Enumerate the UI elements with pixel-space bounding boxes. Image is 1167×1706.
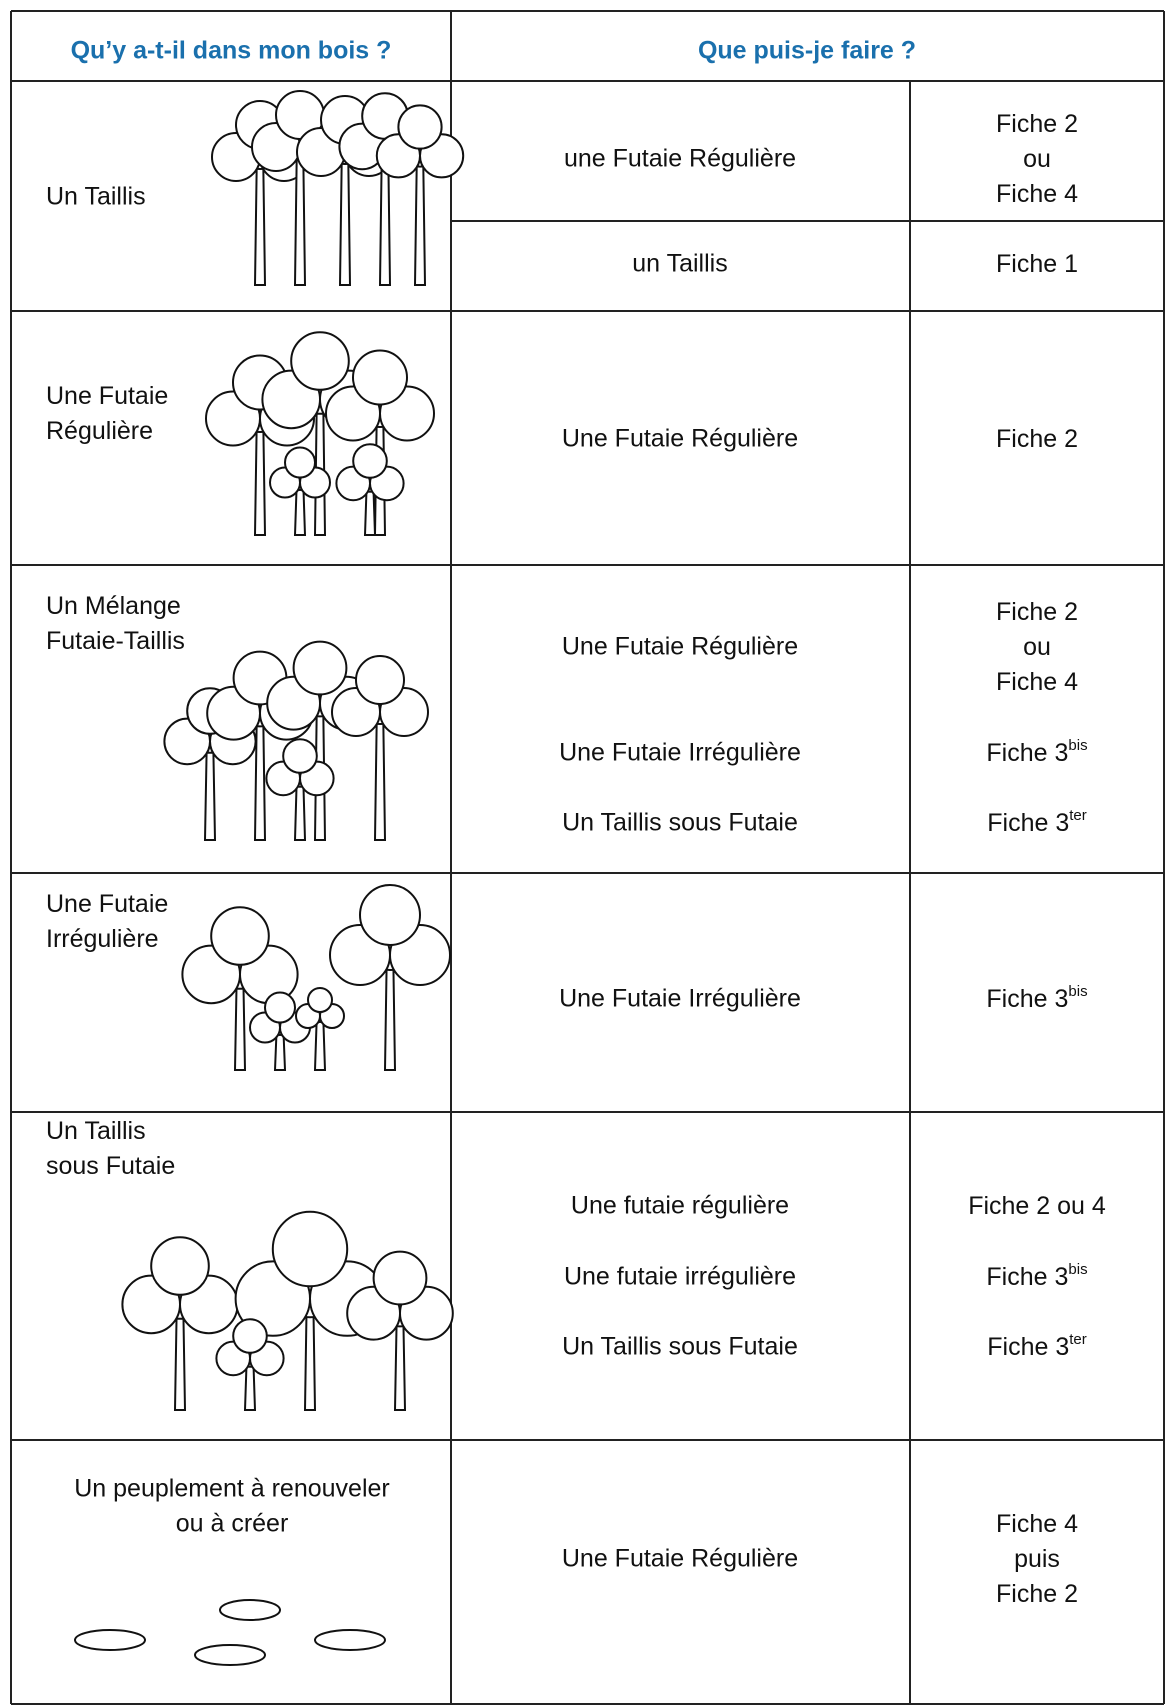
fiche-text: puis	[1014, 1545, 1060, 1573]
tree-drawing	[331, 655, 429, 841]
crown	[290, 331, 350, 391]
fiche-sup: ter	[1069, 1331, 1087, 1348]
crown	[307, 987, 333, 1013]
fiche: Fiche 2	[996, 1580, 1078, 1608]
goal: Un Taillis sous Futaie	[562, 809, 798, 837]
fiche: ou	[1023, 633, 1051, 661]
fiche-text: Fiche 2	[996, 110, 1078, 138]
tree-drawing	[329, 884, 451, 1071]
fiche-sup: bis	[1068, 1261, 1087, 1278]
goal: Une Futaie Régulière	[562, 1545, 798, 1573]
tree-drawing	[295, 987, 345, 1071]
bush	[74, 1629, 146, 1651]
tree-drawing	[249, 991, 311, 1071]
fiche: Fiche 2 ou 4	[968, 1192, 1106, 1220]
fiche: Fiche 3ter	[987, 807, 1087, 837]
crown	[232, 1318, 268, 1354]
fiche: Fiche 2	[996, 425, 1078, 453]
row-label: sous Futaie	[46, 1152, 175, 1180]
fiche-text: Fiche 1	[996, 250, 1078, 278]
tree-drawing	[346, 1250, 454, 1411]
crown	[372, 1250, 428, 1306]
row-label: Un Mélange	[46, 592, 181, 620]
fiche-text: Fiche 4	[996, 668, 1078, 696]
crown	[352, 443, 388, 479]
bush	[314, 1629, 386, 1651]
fiche-text: Fiche 4	[996, 180, 1078, 208]
crown	[292, 640, 348, 696]
goal: Un Taillis sous Futaie	[562, 1333, 798, 1361]
row-label: Un Taillis	[46, 183, 146, 211]
tree-drawing	[269, 446, 331, 536]
fiche-text: Fiche 2	[996, 1580, 1078, 1608]
tree-drawing	[121, 1236, 239, 1411]
row-label: Une Futaie	[46, 890, 168, 918]
row-label: Une Futaie	[46, 382, 168, 410]
goal: Une Futaie Irrégulière	[559, 985, 801, 1013]
fiche: Fiche 3bis	[986, 1261, 1087, 1291]
fiche-text: Fiche 3	[987, 809, 1069, 837]
fiche-text: Fiche 3	[987, 1333, 1069, 1361]
fiche: Fiche 1	[996, 250, 1078, 278]
goal: Une futaie régulière	[571, 1192, 789, 1220]
crown	[355, 655, 405, 705]
crown	[397, 104, 443, 150]
goal: Une Futaie Irrégulière	[559, 739, 801, 767]
crown	[282, 738, 318, 774]
goal: une Futaie Régulière	[564, 145, 796, 173]
fiche-text: Fiche 2	[996, 425, 1078, 453]
fiche: ou	[1023, 145, 1051, 173]
fiche-text: Fiche 2 ou 4	[968, 1192, 1106, 1220]
goal: Une Futaie Régulière	[562, 425, 798, 453]
header-right: Que puis-je faire ?	[698, 37, 916, 65]
fiche: Fiche 4	[996, 668, 1078, 696]
row-label: Futaie-Taillis	[46, 627, 185, 655]
fiche-text: Fiche 4	[996, 1510, 1078, 1538]
fiche-sup: ter	[1069, 807, 1087, 824]
fiche: Fiche 4	[996, 180, 1078, 208]
row-label: Un Taillis	[46, 1117, 146, 1145]
fiche: Fiche 3bis	[986, 983, 1087, 1013]
fiche-text: ou	[1023, 633, 1051, 661]
fiche: Fiche 2	[996, 598, 1078, 626]
fiche-text: ou	[1023, 145, 1051, 173]
fiche-sup: bis	[1068, 983, 1087, 1000]
crown	[150, 1236, 210, 1296]
tree-drawing	[335, 443, 405, 536]
tree-drawing	[265, 738, 335, 841]
goal: Une Futaie Régulière	[562, 633, 798, 661]
row-label: ou à créer	[176, 1510, 289, 1538]
fiche: Fiche 3bis	[986, 737, 1087, 767]
crown	[210, 906, 270, 966]
bush	[219, 1599, 281, 1621]
fiche-sup: bis	[1068, 737, 1087, 754]
crown	[271, 1210, 349, 1288]
fiche: Fiche 4	[996, 1510, 1078, 1538]
fiche: Fiche 3ter	[987, 1331, 1087, 1361]
fiche-text: Fiche 3	[986, 739, 1068, 767]
fiche: Fiche 2	[996, 110, 1078, 138]
crown	[264, 991, 296, 1024]
fiche-text: Fiche 2	[996, 598, 1078, 626]
fiche-text: Fiche 3	[986, 985, 1068, 1013]
fiche-text: Fiche 3	[986, 1263, 1068, 1291]
tree-drawing	[181, 906, 299, 1071]
crown	[359, 884, 421, 946]
crown	[352, 349, 408, 406]
fiche: puis	[1014, 1545, 1060, 1573]
tree-drawing	[375, 104, 465, 286]
row-label: Irrégulière	[46, 925, 159, 953]
goal: un Taillis	[632, 250, 727, 278]
goal: Une futaie irrégulière	[564, 1263, 796, 1291]
row-label: Régulière	[46, 417, 153, 445]
bush	[194, 1644, 266, 1666]
row-label: Un peuplement à renouveler	[74, 1475, 389, 1503]
header-left: Qu’y a-t-il dans mon bois ?	[71, 37, 392, 65]
tree-drawing	[215, 1318, 285, 1411]
crown	[284, 446, 316, 479]
